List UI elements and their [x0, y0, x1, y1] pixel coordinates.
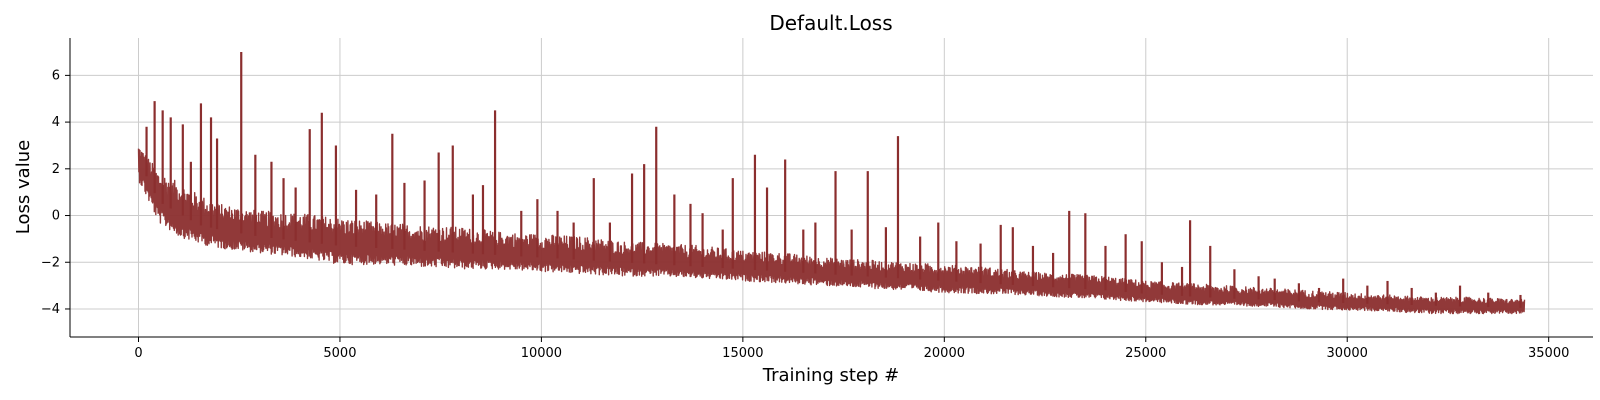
y-tick-label: −2	[41, 255, 60, 270]
ticks: 0 5000 10000 15000 20000 25000 30000 35000 −4 −2 0…	[41, 68, 1570, 361]
grid	[70, 38, 1593, 337]
x-axis-label: Training step #	[762, 365, 900, 386]
x-tick-label: 35000	[1528, 346, 1569, 361]
chart-title: Default.Loss	[769, 11, 892, 35]
x-tick-label: 25000	[1125, 346, 1166, 361]
x-tick-label: 0	[134, 346, 142, 361]
x-tick-label: 30000	[1327, 346, 1368, 361]
axes	[69, 38, 1593, 338]
y-tick-label: 6	[52, 68, 60, 83]
x-tick-label: 20000	[924, 346, 965, 361]
loss-trace	[137, 148, 1526, 315]
y-axis-label: Loss value	[13, 140, 34, 234]
loss-series	[137, 52, 1526, 315]
y-tick-label: −4	[41, 302, 60, 317]
y-tick-label: 0	[52, 209, 60, 224]
y-tick-label: 2	[52, 162, 60, 177]
x-tick-label: 5000	[323, 346, 356, 361]
x-tick-label: 10000	[521, 346, 562, 361]
x-tick-label: 15000	[722, 346, 763, 361]
y-tick-label: 4	[52, 115, 60, 130]
